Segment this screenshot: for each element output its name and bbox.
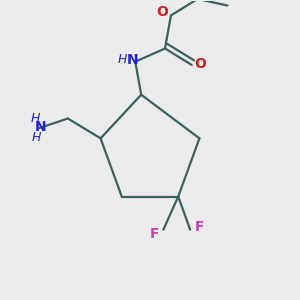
- Text: N: N: [127, 53, 138, 67]
- Text: F: F: [194, 220, 204, 234]
- Text: N: N: [35, 120, 46, 134]
- Text: H: H: [31, 112, 40, 125]
- Text: O: O: [156, 5, 168, 19]
- Text: H: H: [117, 52, 127, 65]
- Text: O: O: [195, 57, 207, 71]
- Text: F: F: [150, 226, 159, 241]
- Text: H: H: [32, 131, 41, 144]
